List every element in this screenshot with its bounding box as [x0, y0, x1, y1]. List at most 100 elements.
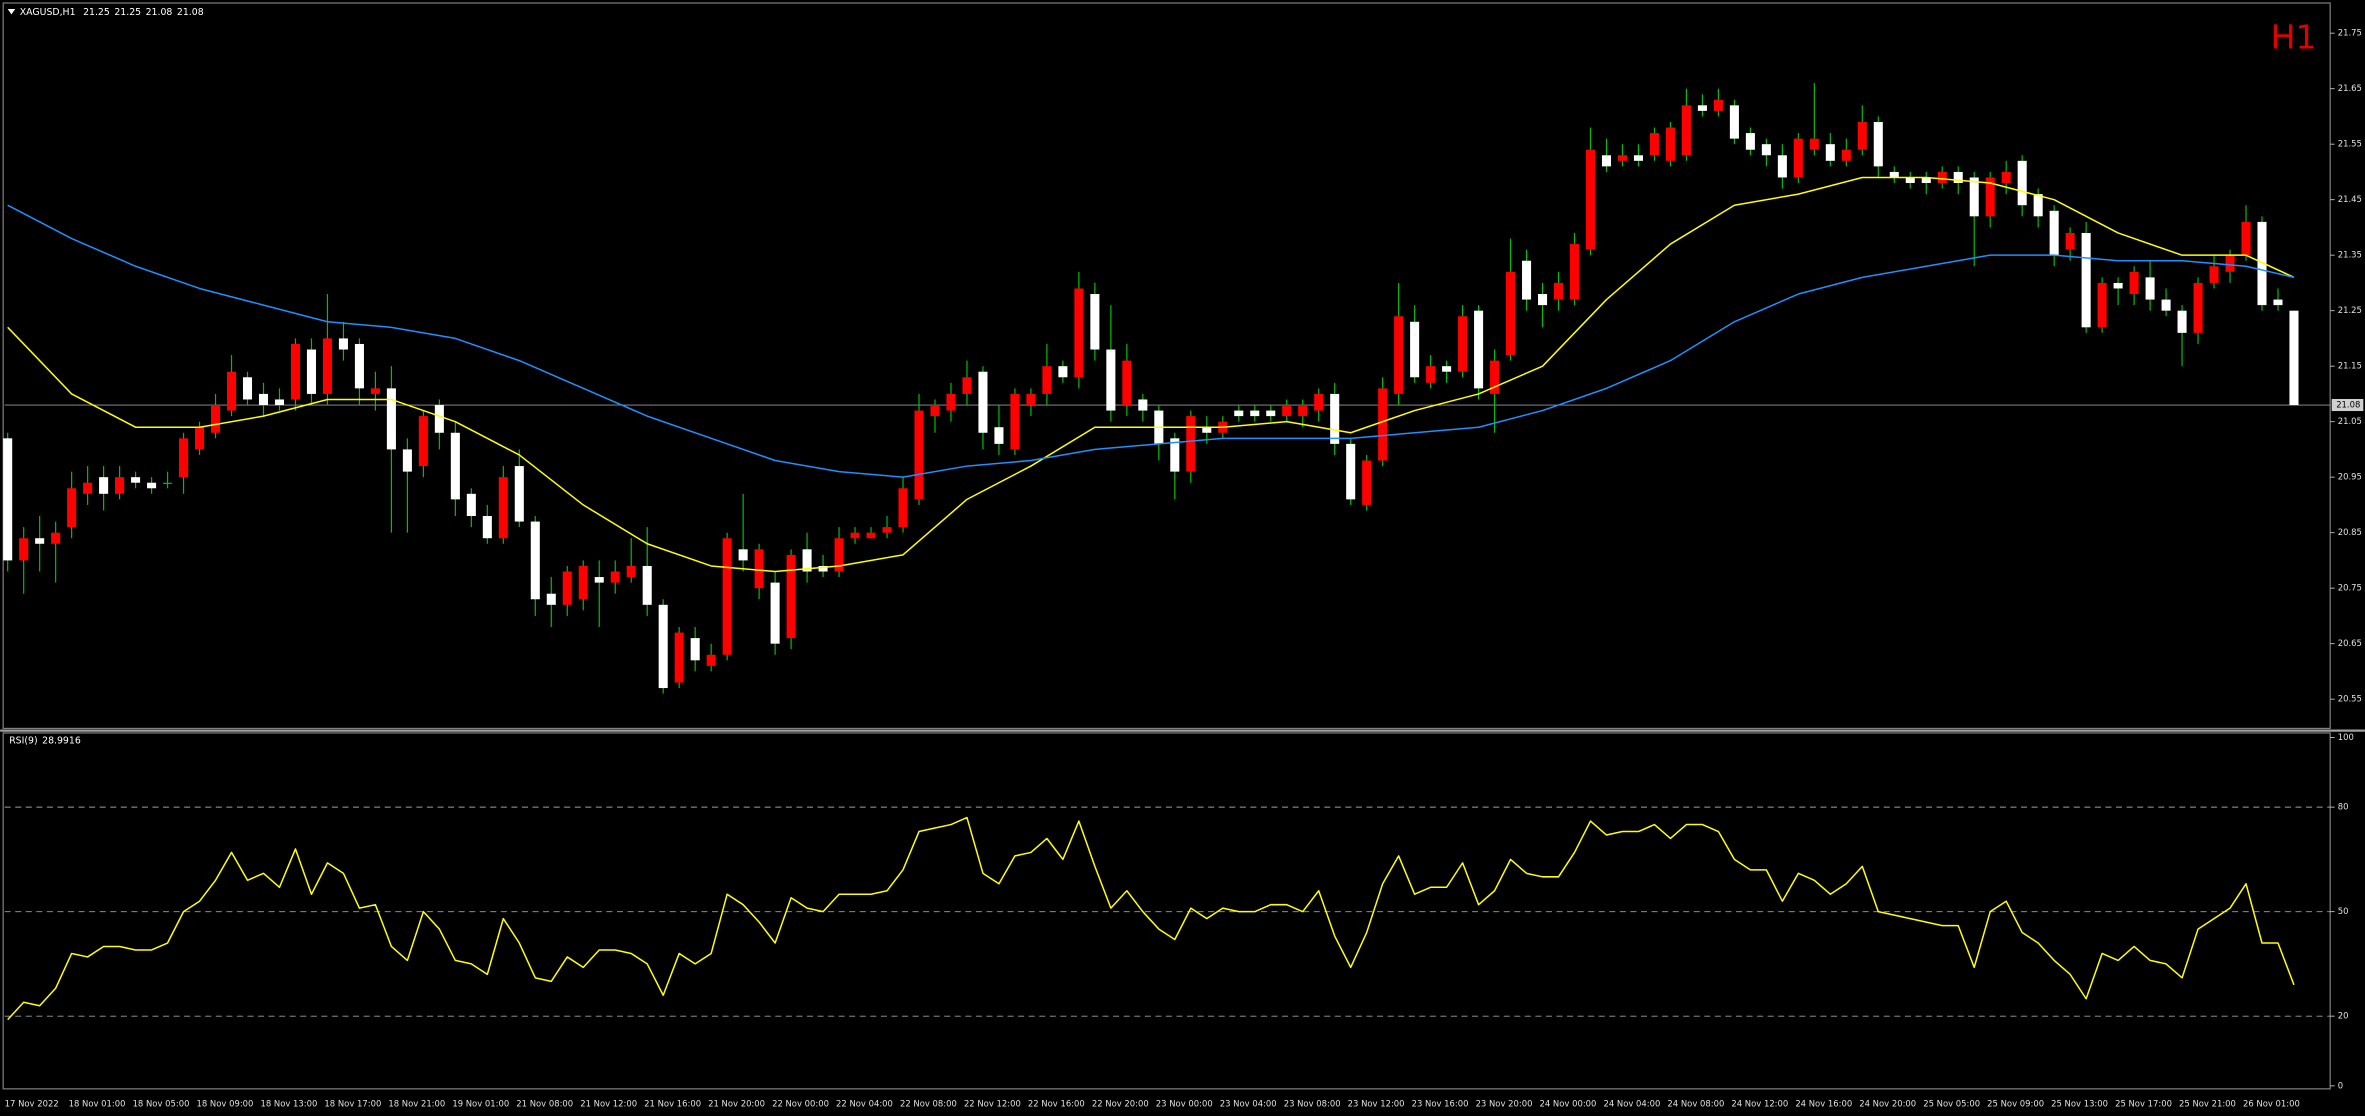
candle-body [2081, 232, 2091, 328]
price-tag-label: 21.08 [2336, 400, 2360, 410]
menu-arrow[interactable] [7, 9, 16, 15]
candle-body [1074, 288, 1084, 378]
x-tick-label: 24 Nov 16:00 [1795, 1098, 1852, 1108]
candle-body [338, 338, 348, 350]
y-tick-label: 50 [2338, 906, 2349, 916]
candle-body [195, 427, 205, 450]
candle-body [1745, 133, 1755, 150]
candle-body [1569, 244, 1580, 300]
y-tick-label: 20.85 [2338, 527, 2362, 537]
candle-body [690, 638, 700, 661]
y-tick-label: 20.95 [2338, 472, 2362, 482]
candle-body [1538, 294, 1548, 306]
candle-body [67, 488, 77, 528]
x-tick-label: 22 Nov 12:00 [964, 1098, 1021, 1108]
candle-body [1937, 171, 1947, 184]
x-tick-label: 23 Nov 04:00 [1220, 1098, 1277, 1108]
candle-body [1490, 360, 1500, 394]
candle-body [1873, 121, 1883, 167]
candle-body [163, 482, 173, 484]
candle-body [386, 388, 396, 450]
x-tick-label: 23 Nov 16:00 [1412, 1098, 1469, 1108]
header-high: 21.25 [114, 7, 141, 18]
candle-body [1729, 105, 1739, 139]
candle-body [642, 565, 652, 605]
x-tick-label: 22 Nov 16:00 [1028, 1098, 1085, 1108]
candle-body [802, 549, 812, 572]
candle-body [706, 654, 716, 666]
candle-body [1138, 399, 1148, 411]
candle-body [626, 565, 636, 578]
candle-body [2001, 171, 2011, 184]
candle-body [930, 405, 940, 417]
candle-body [354, 343, 364, 389]
candle-body [882, 527, 892, 533]
y-tick-label: 21.45 [2338, 194, 2362, 204]
candle-body [35, 538, 45, 544]
x-tick-label: 24 Nov 12:00 [1731, 1098, 1788, 1108]
candle-body [834, 538, 844, 572]
candle-body [1889, 171, 1899, 178]
x-tick-label: 23 Nov 08:00 [1284, 1098, 1341, 1108]
candle-body [1633, 155, 1643, 161]
price-layer [3, 83, 2331, 694]
candle-body [115, 477, 125, 494]
candle-body [514, 466, 524, 522]
y-tick-label: 21.35 [2338, 250, 2362, 260]
candle-body [2241, 221, 2251, 256]
candle-body [306, 349, 316, 394]
candle-body [418, 416, 428, 467]
x-tick-label: 24 Nov 20:00 [1859, 1098, 1916, 1108]
candle-body [1649, 133, 1659, 156]
x-tick-label: 25 Nov 17:00 [2115, 1098, 2172, 1108]
candle-body [1202, 427, 1212, 433]
candle-body [994, 427, 1004, 444]
x-tick-label: 19 Nov 01:00 [452, 1098, 509, 1108]
candle-body [242, 377, 253, 400]
candle-body [594, 577, 604, 583]
candle-body [1410, 321, 1420, 378]
candle-body [2033, 194, 2043, 217]
candle-body [658, 604, 668, 689]
line-series [7, 816, 2295, 1021]
candle-body [290, 343, 300, 400]
candle-body [738, 549, 748, 561]
candle-body [1394, 316, 1404, 394]
period-label: H1 [2271, 18, 2317, 57]
candle-body [818, 565, 828, 572]
x-tick-label: 21 Nov 12:00 [580, 1098, 637, 1108]
candle-body [450, 432, 460, 500]
line-series [7, 176, 2295, 573]
candle-body [2129, 271, 2139, 295]
candle-body [1554, 282, 1564, 300]
candle-body [19, 538, 29, 561]
candle-body [2065, 232, 2075, 250]
candle-body [1186, 416, 1196, 472]
candle-body [83, 482, 93, 494]
x-tick-label: 24 Nov 08:00 [1667, 1098, 1724, 1108]
candle-body [2289, 310, 2299, 406]
rsi-current: 28.9916 [42, 735, 81, 746]
candle-body [1266, 410, 1276, 417]
x-tick-label: 22 Nov 04:00 [836, 1098, 893, 1108]
candle-body [1985, 177, 1995, 217]
candle-body [674, 632, 684, 683]
candle-body [546, 593, 556, 605]
candle-body [131, 477, 141, 483]
candle-body [2161, 299, 2171, 311]
header-close: 21.08 [177, 7, 204, 18]
candle-body [562, 571, 572, 605]
y-tick-label: 21.75 [2338, 28, 2362, 38]
candle-body [466, 493, 476, 517]
candle-body [1793, 138, 1803, 178]
candle-body [978, 371, 988, 433]
candle-body [1713, 99, 1723, 111]
candle-body [2113, 282, 2123, 289]
candle-body [1298, 405, 1308, 417]
candle-body [866, 532, 876, 539]
candle-body [1282, 405, 1292, 417]
y-tick-label: 20.75 [2338, 583, 2362, 593]
x-tick-label: 23 Nov 12:00 [1348, 1098, 1405, 1108]
candle-body [1585, 149, 1596, 250]
